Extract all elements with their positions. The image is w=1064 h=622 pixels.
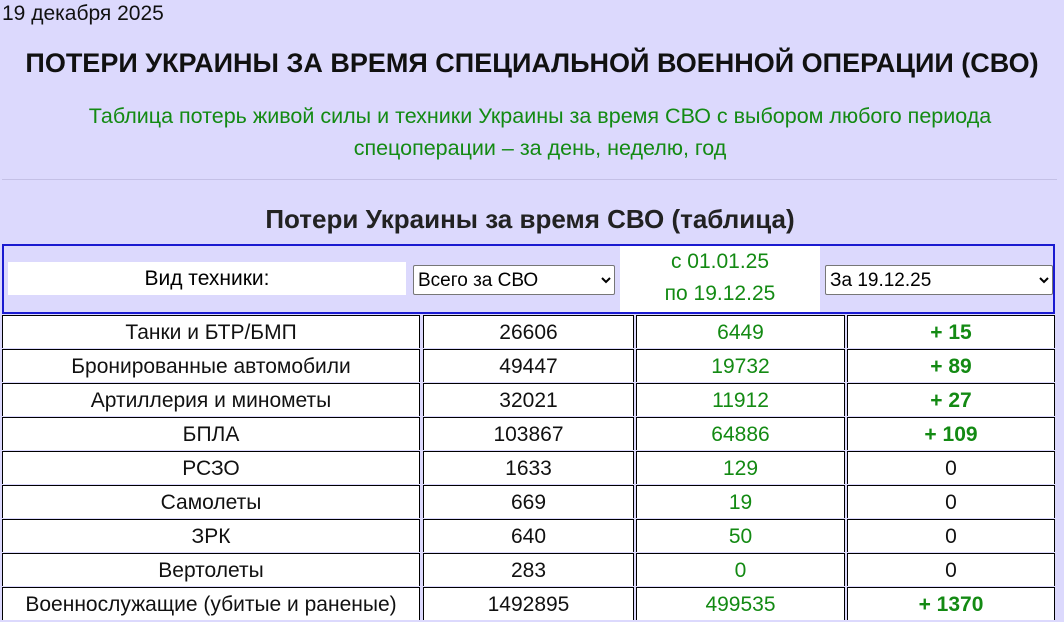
total: 49447 xyxy=(423,349,634,382)
table-row: Бронированные автомобили 49447 19732 + 89 xyxy=(2,349,1055,383)
divider xyxy=(2,179,1057,180)
controls-label: Вид техники: xyxy=(8,262,406,295)
total: 32021 xyxy=(423,383,634,416)
day-select[interactable]: За 19.12.25 xyxy=(825,265,1053,295)
row-name: Самолеты xyxy=(2,485,420,518)
day-value: + 27 xyxy=(847,383,1055,416)
day-value: 0 xyxy=(847,485,1055,518)
row-name: ЗРК xyxy=(2,519,420,552)
period-cell: с 01.01.25 по 19.12.25 xyxy=(620,246,820,312)
day-value: 0 xyxy=(847,553,1055,586)
row-name: Военнослужащие (убитые и раненые) xyxy=(2,587,420,620)
day-value: + 15 xyxy=(847,315,1055,348)
table-row: Самолеты 669 19 0 xyxy=(2,485,1055,519)
period-value: 19732 xyxy=(636,349,845,382)
period-value: 129 xyxy=(636,451,845,484)
total: 669 xyxy=(423,485,634,518)
period-value: 0 xyxy=(636,553,845,586)
day-value: + 109 xyxy=(847,417,1055,450)
table-row: Военнослужащие (убитые и раненые) 1492895… xyxy=(2,587,1055,621)
day-value: + 1370 xyxy=(847,587,1055,620)
period-value: 19 xyxy=(636,485,845,518)
row-name: Вертолеты xyxy=(2,553,420,586)
table-row: Вертолеты 283 0 0 xyxy=(2,553,1055,587)
row-name: РСЗО xyxy=(2,451,420,484)
period-value: 64886 xyxy=(636,417,845,450)
row-name: Артиллерия и минометы xyxy=(2,383,420,416)
day-value: 0 xyxy=(847,451,1055,484)
table-row: Артиллерия и минометы 32021 11912 + 27 xyxy=(2,383,1055,417)
total: 1492895 xyxy=(423,587,634,620)
table-row: Танки и БТР/БМП 26606 6449 + 15 xyxy=(2,315,1055,349)
subtitle: Таблица потерь живой силы и техники Укра… xyxy=(88,104,992,160)
row-name: Танки и БТР/БМП xyxy=(2,315,420,348)
day-value: + 89 xyxy=(847,349,1055,382)
period-value: 50 xyxy=(636,519,845,552)
total-select[interactable]: Всего за СВО xyxy=(413,265,615,295)
total: 26606 xyxy=(423,315,634,348)
total: 283 xyxy=(423,553,634,586)
period-value: 6449 xyxy=(636,315,845,348)
total: 640 xyxy=(423,519,634,552)
date: 19 декабря 2025 xyxy=(2,2,164,25)
table-title: Потери Украины за время СВО (таблица) xyxy=(265,204,795,234)
total: 1633 xyxy=(423,451,634,484)
period-to: по 19.12.25 xyxy=(664,282,776,305)
page-title: ПОТЕРИ УКРАИНЫ ЗА ВРЕМЯ СПЕЦИАЛЬНОЙ ВОЕН… xyxy=(25,48,1039,78)
row-name: Бронированные автомобили xyxy=(2,349,420,382)
row-name: БПЛА xyxy=(2,417,420,450)
controls-row: Вид техники: Всего за СВО с 01.01.25 по … xyxy=(2,244,1055,314)
period-value: 11912 xyxy=(636,383,845,416)
table-row: ЗРК 640 50 0 xyxy=(2,519,1055,553)
table-row: РСЗО 1633 129 0 xyxy=(2,451,1055,485)
total: 103867 xyxy=(423,417,634,450)
period-from: с 01.01.25 xyxy=(670,250,770,273)
day-value: 0 xyxy=(847,519,1055,552)
period-value: 499535 xyxy=(636,587,845,620)
table-row: БПЛА 103867 64886 + 109 xyxy=(2,417,1055,451)
table-body: Танки и БТР/БМП 26606 6449 + 15 Бронированны… xyxy=(2,315,1055,621)
